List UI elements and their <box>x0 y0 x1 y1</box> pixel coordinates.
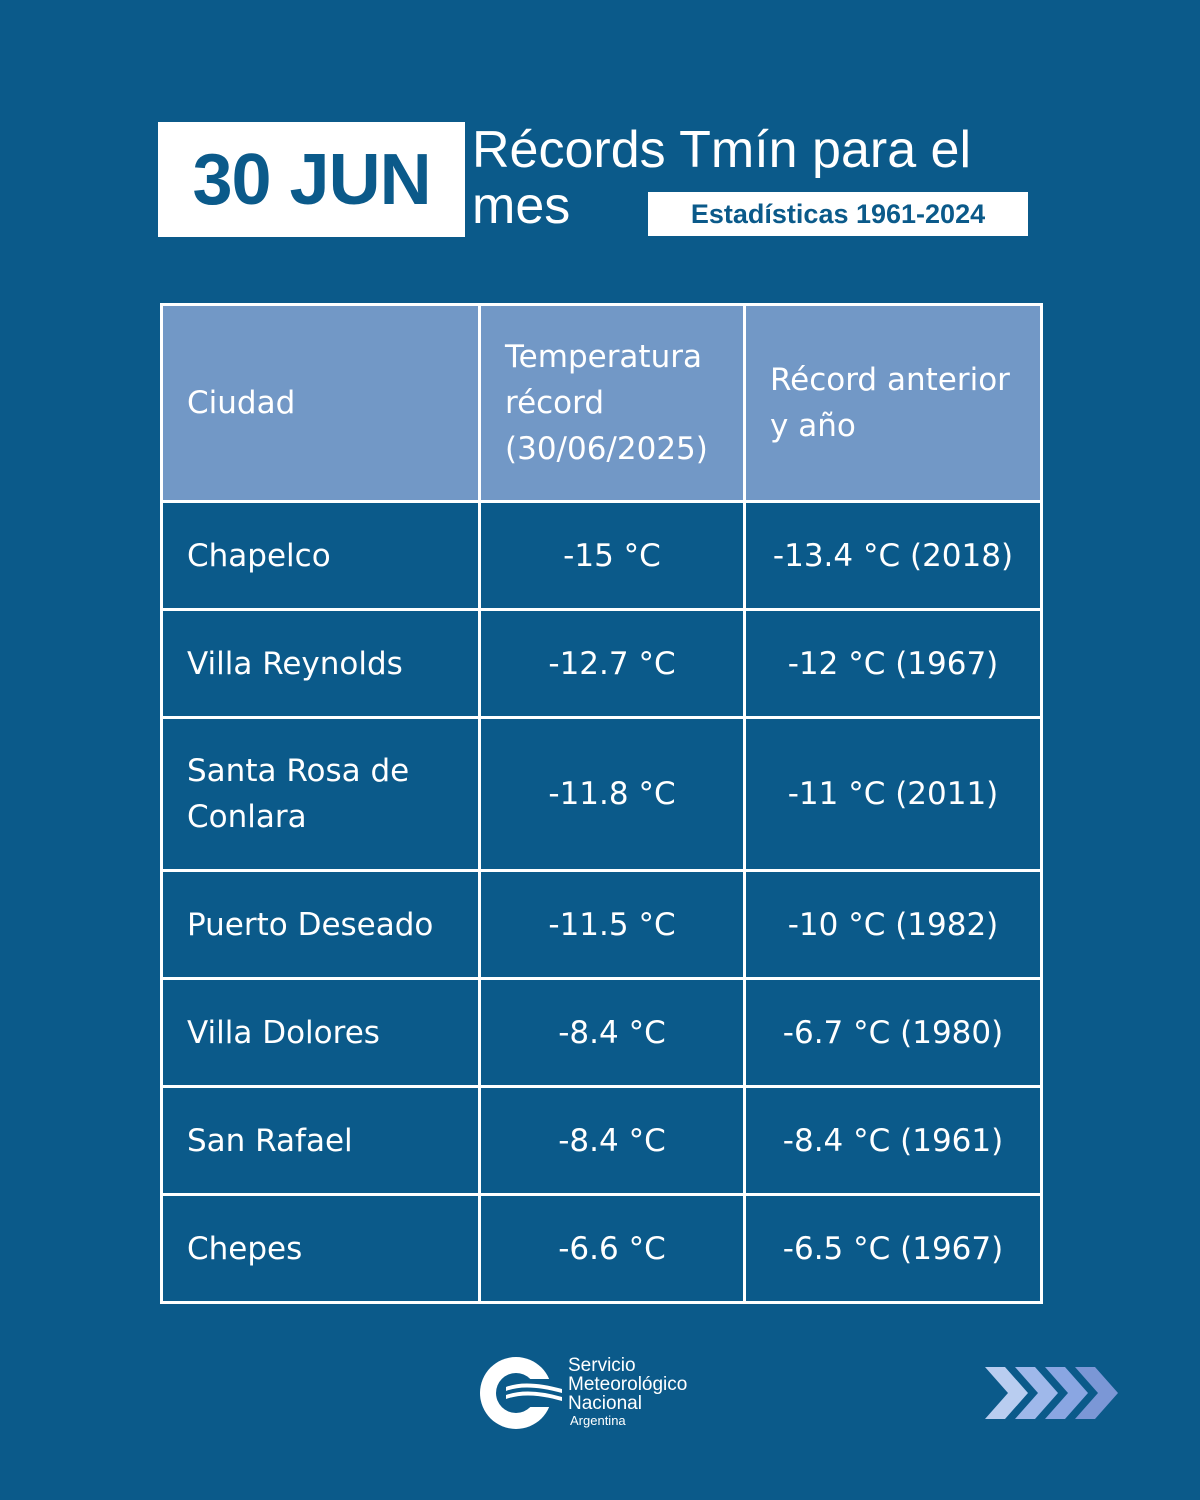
table-row: Puerto Deseado -11.5 °C -10 °C (1982) <box>160 869 1043 980</box>
value-cell: -6.7 °C (1980) <box>743 977 1043 1088</box>
value-cell: -10 °C (1982) <box>743 869 1043 980</box>
city-cell: Villa Reynolds <box>160 608 481 719</box>
value-cell: -12.7 °C <box>478 608 746 719</box>
value-cell: -8.4 °C <box>478 1085 746 1196</box>
header-cell: Ciudad <box>160 303 481 503</box>
value-cell: -11.8 °C <box>478 716 746 872</box>
value-cell: -6.6 °C <box>478 1193 746 1304</box>
table-body: Chapelco -15 °C -13.4 °C (2018) Villa Reyno… <box>160 500 1043 1304</box>
table-row: Villa Reynolds -12.7 °C -12 °C (1967) <box>160 608 1043 719</box>
value-cell: -6.5 °C (1967) <box>743 1193 1043 1304</box>
value-cell: -12 °C (1967) <box>743 608 1043 719</box>
date-box: 30 JUN <box>158 122 465 237</box>
table-row: San Rafael -8.4 °C -8.4 °C (1961) <box>160 1085 1043 1196</box>
logo-mark <box>480 1357 562 1429</box>
table-row: Chapelco -15 °C -13.4 °C (2018) <box>160 500 1043 611</box>
value-cell: -8.4 °C (1961) <box>743 1085 1043 1196</box>
table-row: Villa Dolores -8.4 °C -6.7 °C (1980) <box>160 977 1043 1088</box>
value-cell: -15 °C <box>478 500 746 611</box>
org-line: Meteorológico <box>568 1374 688 1395</box>
table-row: Santa Rosa de Conlara -11.8 °C -11 °C (201… <box>160 716 1043 872</box>
header-cell: Récord anterior y año <box>743 303 1043 503</box>
city-cell: Chepes <box>160 1193 481 1304</box>
city-cell: Puerto Deseado <box>160 869 481 980</box>
logo-text: Servicio Meteorológico Nacional Argentin… <box>568 1356 687 1428</box>
badge: Estadísticas 1961-2024 <box>648 192 1028 236</box>
title: Récords Tmín para el mes <box>472 121 972 235</box>
city-cell: Chapelco <box>160 500 481 611</box>
city-cell: Santa Rosa de Conlara <box>160 716 481 872</box>
city-cell: Villa Dolores <box>160 977 481 1088</box>
city-cell: San Rafael <box>160 1085 481 1196</box>
value-cell: -8.4 °C <box>478 977 746 1088</box>
value-cell: -11 °C (2011) <box>743 716 1043 872</box>
org-line: Servicio <box>568 1355 636 1376</box>
arrows <box>985 1367 1118 1419</box>
org-line: Nacional <box>568 1393 642 1414</box>
records-table: Ciudad Temperatura récord (30/06/2025) Réc… <box>160 303 1043 1304</box>
org-country: Argentina <box>570 1413 626 1428</box>
table-row: Chepes -6.6 °C -6.5 °C (1967) <box>160 1193 1043 1304</box>
header-row: Ciudad Temperatura récord (30/06/2025) Réc… <box>160 303 1043 503</box>
value-cell: -13.4 °C (2018) <box>743 500 1043 611</box>
value-cell: -11.5 °C <box>478 869 746 980</box>
header-cell: Temperatura récord (30/06/2025) <box>478 303 746 503</box>
